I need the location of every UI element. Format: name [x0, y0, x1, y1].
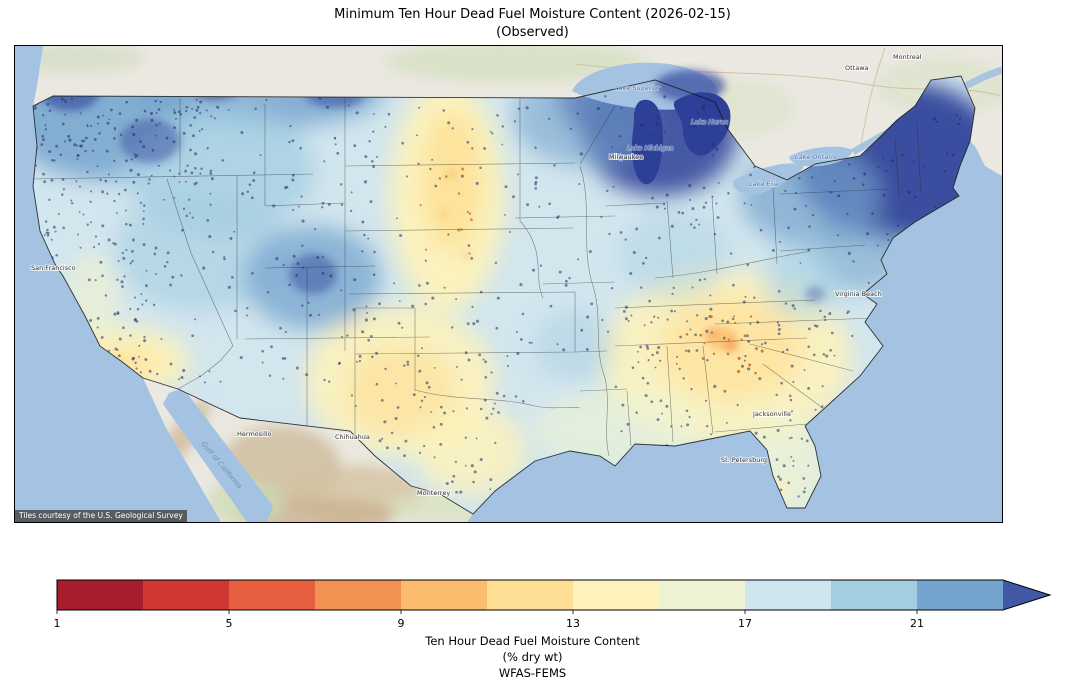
gulf-of-mexico	[467, 431, 787, 522]
atlantic-ocean	[787, 141, 1002, 522]
map-canvas: San FranciscoMilwaukeeOttawaMontrealVirg…	[15, 46, 1002, 522]
colorbar: 1 5 9 13 17 21	[54, 579, 1052, 630]
colorbar-units: (% dry wt)	[502, 650, 563, 664]
lake-huron	[673, 92, 731, 156]
lake-ontario	[789, 146, 853, 167]
figure-subtitle: (Observed)	[496, 25, 569, 40]
ocean	[15, 46, 1002, 522]
svg-text:9: 9	[398, 617, 405, 630]
lake-erie	[732, 163, 804, 195]
svg-text:17: 17	[738, 617, 752, 630]
state-borders	[33, 98, 922, 457]
svg-text:5: 5	[226, 617, 233, 630]
colorbar-container: 1 5 9 13 17 21	[0, 576, 1065, 638]
gulf-of-california	[163, 388, 273, 522]
colorbar-caption: Ten Hour Dead Fuel Moisture Content	[425, 634, 640, 648]
svg-text:21: 21	[910, 617, 924, 630]
map-attribution: Tiles courtesy of the U.S. Geological Su…	[15, 510, 187, 522]
lake-michigan	[631, 99, 663, 185]
figure-title: Minimum Ten Hour Dead Fuel Moisture Cont…	[334, 7, 731, 22]
pacific-ocean	[15, 46, 221, 522]
svg-text:1: 1	[54, 617, 61, 630]
svg-text:13: 13	[566, 617, 580, 630]
map: San Francisco Milwaukee Ottawa Montreal Virg…	[14, 45, 1003, 523]
terrain-tints	[15, 46, 1002, 522]
us-outline	[32, 75, 976, 515]
great-lakes	[572, 62, 853, 195]
colorbar-source: WFAS-FEMS	[498, 666, 567, 680]
